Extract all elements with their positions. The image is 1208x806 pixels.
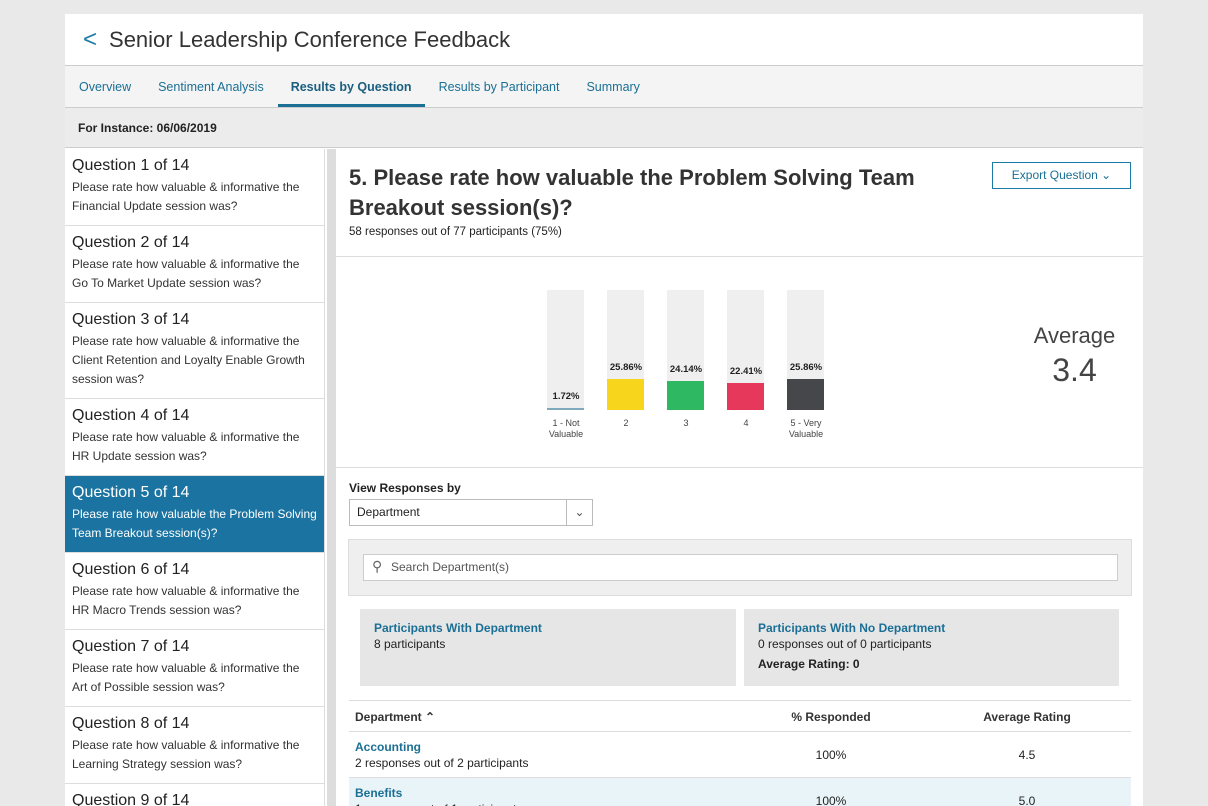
question-item[interactable]: Question 7 of 14 Please rate how valuable… [65, 630, 325, 707]
divider [336, 467, 1143, 468]
bar-track [547, 290, 584, 410]
question-text: Please rate how valuable & informative t… [72, 661, 300, 694]
question-item[interactable]: Question 3 of 14 Please rate how valuable… [65, 303, 325, 399]
divider [336, 256, 1143, 257]
question-item[interactable]: Question 5 of 14 Please rate how valuable… [65, 476, 325, 553]
question-number: Question 2 of 14 [72, 234, 190, 251]
question-text: Please rate how valuable & informative t… [72, 584, 300, 617]
responded: 100% [815, 748, 847, 762]
category-label: 3 [683, 418, 689, 428]
table-row: Benefits 1 response out of 1 participant 1… [349, 778, 1131, 806]
app: < Senior Leadership Conference Feedback O… [65, 14, 1143, 806]
question-number: Question 1 of 14 [72, 157, 190, 174]
question-list: Question 1 of 14 Please rate how valuable… [65, 149, 325, 806]
question-item[interactable]: Question 1 of 14 Please rate how valuable… [65, 149, 325, 226]
question-number: Question 7 of 14 [72, 638, 190, 655]
department-detail: 2 responses out of 2 participants [355, 756, 529, 770]
tabs: Overview Sentiment Analysis Results by Q… [65, 66, 1143, 108]
question-number: Question 8 of 14 [72, 715, 190, 732]
value-label: 25.86% [789, 361, 823, 373]
question-title: 5. Please rate how valuable the Problem … [349, 165, 915, 220]
export-button[interactable]: Export Question ⌄ [992, 162, 1131, 189]
back-button[interactable]: < [83, 25, 98, 53]
value-label: 22.41% [729, 366, 763, 378]
question-item[interactable]: Question 8 of 14 Please rate how valuable… [65, 707, 325, 784]
rating: 4.5 [1018, 748, 1036, 762]
bar [787, 378, 824, 410]
card-title[interactable]: Participants With Department [374, 621, 542, 635]
column-header[interactable]: Department ⌃ [355, 710, 436, 724]
question-number: Question 9 of 14 [72, 792, 190, 806]
search-input[interactable]: ⚲ Search Department(s) [363, 554, 1118, 581]
selected-option: Department [357, 505, 420, 519]
table-header: Department ⌃ % Responded Average Rating [349, 700, 1131, 732]
tab[interactable]: Sentiment Analysis [158, 80, 264, 94]
question-text: Please rate how valuable & informative t… [72, 430, 300, 463]
instance: For Instance: 06/06/2019 [65, 108, 1143, 148]
category-label: 2 [623, 418, 629, 428]
value-label: 25.86% [609, 361, 643, 373]
table-row: Accounting 2 responses out of 2 participa… [349, 732, 1131, 778]
chart: Average 3.4 1.72% 1 - Not Valuable 25.86% 2… [336, 256, 1143, 468]
category-label: 1 - Not Valuable [548, 418, 584, 439]
table: Department ⌃ % Responded Average Rating … [349, 700, 1131, 806]
average-label: Average [1033, 323, 1116, 348]
tab[interactable]: Results by Participant [438, 80, 560, 94]
question-number: Question 4 of 14 [72, 407, 190, 424]
card-line: 0 responses out of 0 participants [758, 637, 932, 651]
question-item[interactable]: Question 4 of 14 Please rate how valuable… [65, 399, 325, 476]
search-box: ⚲ Search Department(s) [348, 539, 1132, 596]
card-rating: Average Rating: 0 [758, 657, 860, 671]
bar [727, 383, 764, 410]
tab[interactable]: Overview [79, 80, 132, 94]
tab[interactable]: Summary [586, 80, 640, 94]
header: < Senior Leadership Conference Feedback [65, 14, 1143, 66]
question-item[interactable]: Question 6 of 14 Please rate how valuable… [65, 553, 325, 630]
rating: 5.0 [1018, 794, 1036, 806]
value-label: 1.72% [552, 390, 580, 402]
question-number: Question 3 of 14 [72, 311, 190, 328]
question-number: Question 5 of 14 [72, 484, 190, 501]
scrollbar [327, 149, 335, 806]
summary-card: Participants With No Department 0 respon… [744, 609, 1119, 686]
view-by-label: View Responses by [349, 481, 461, 495]
bar [667, 381, 704, 410]
category-label: 5 - Very Valuable [788, 418, 824, 439]
column-header: Average Rating [983, 710, 1071, 724]
summary-card: Participants With Department 8 participa… [360, 609, 736, 686]
search-placeholder: Search Department(s) [391, 560, 510, 574]
view-by-select[interactable]: Department ⌄ [349, 499, 593, 526]
responded: 100% [815, 794, 847, 806]
card-title[interactable]: Participants With No Department [758, 621, 946, 635]
department-detail: 1 response out of 1 participant [355, 802, 516, 806]
response-count: 58 responses out of 77 participants (75%… [349, 226, 562, 238]
bar [607, 378, 644, 410]
category-label: 4 [743, 418, 749, 428]
department-name[interactable]: Benefits [355, 786, 403, 800]
card-line: 8 participants [374, 637, 446, 651]
question-detail: 5. Please rate how valuable the Problem … [335, 149, 1143, 806]
department-name[interactable]: Accounting [355, 740, 421, 754]
question-text: Please rate how valuable & informative t… [72, 334, 305, 386]
column-title: Department [355, 710, 422, 724]
question-text: Please rate how valuable & informative t… [72, 180, 300, 213]
column-header: % Responded [791, 710, 871, 724]
question-text: Please rate how valuable the Problem Sol… [72, 507, 317, 540]
question-text: Please rate how valuable & informative t… [72, 257, 300, 290]
value-label: 24.14% [669, 364, 703, 376]
export-label: Export Question [1011, 168, 1098, 182]
question-text: Please rate how valuable & informative t… [72, 738, 300, 771]
page-title: Senior Leadership Conference Feedback [109, 26, 511, 52]
tab[interactable]: Results by Question [277, 66, 425, 107]
question-number: Question 6 of 14 [72, 561, 190, 578]
question-item[interactable]: Question 2 of 14 Please rate how valuable… [65, 226, 325, 303]
bar [547, 407, 584, 410]
average-value: 3.4 [1052, 352, 1097, 388]
